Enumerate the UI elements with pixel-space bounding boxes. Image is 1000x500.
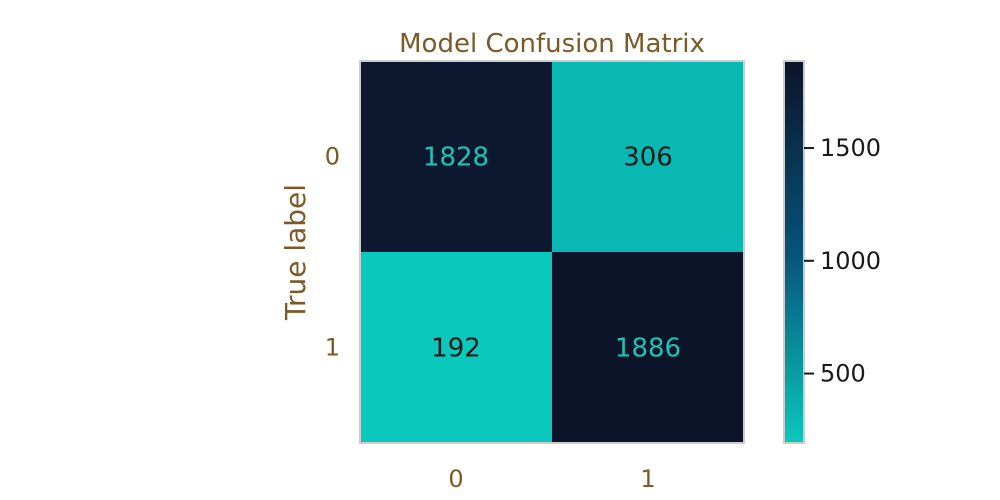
x-tick-label: 1	[640, 465, 655, 493]
heatmap-frame	[359, 60, 745, 444]
heatmap-cell	[552, 252, 744, 443]
heatmap-cell-label: 1828	[423, 143, 489, 173]
heatmap-cells	[360, 61, 744, 443]
heatmap-cell	[552, 61, 744, 252]
x-tick-label: 0	[448, 465, 463, 493]
chart-title: Model Confusion Matrix	[399, 29, 705, 59]
colorbar-tick-label: 500	[820, 360, 866, 388]
heatmap-cell-label: 306	[623, 143, 673, 173]
y-axis-label: True label	[279, 184, 312, 321]
heatmap-cell	[360, 252, 552, 443]
y-tick-label: 1	[325, 334, 340, 362]
colorbar-tick-label: 1000	[820, 247, 881, 275]
colorbar	[783, 60, 805, 444]
y-axis-ticks: 01	[325, 143, 340, 362]
colorbar-ticks: 500 1000 1500	[804, 134, 881, 388]
heatmap-cell-label: 192	[431, 334, 481, 364]
heatmap-cell	[360, 61, 552, 252]
y-tick-label: 0	[325, 143, 340, 171]
colorbar-tick-label: 1500	[820, 134, 881, 162]
heatmap-cell-labels: 1828 306 192 1886	[423, 143, 681, 364]
heatmap-cell-label: 1886	[615, 334, 681, 364]
